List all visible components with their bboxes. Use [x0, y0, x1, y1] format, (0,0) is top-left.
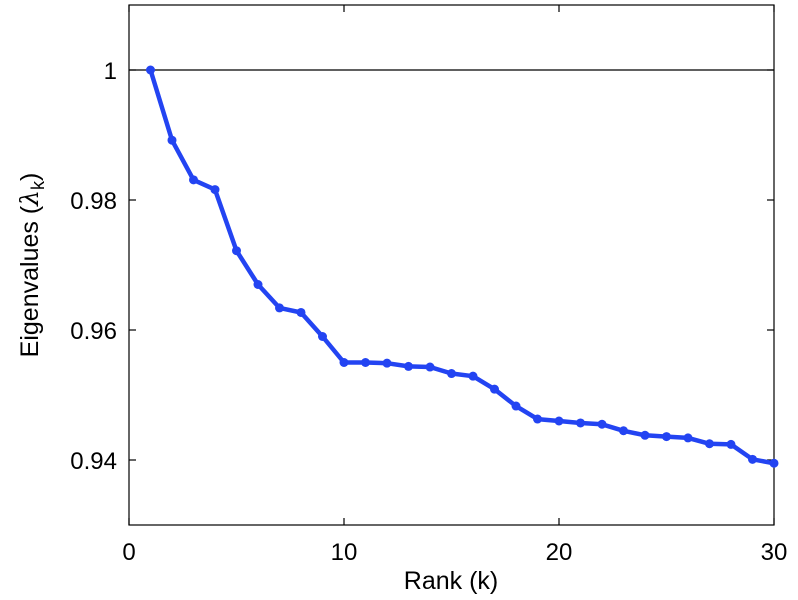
- data-point: [318, 332, 327, 341]
- data-point: [232, 246, 241, 256]
- data-point: [210, 185, 220, 195]
- data-point: [619, 426, 628, 436]
- data-point: [361, 358, 370, 367]
- data-point: [275, 303, 284, 313]
- data-point: [533, 414, 542, 424]
- data-point: [683, 433, 693, 443]
- data-point: [640, 430, 650, 440]
- data-point: [662, 432, 671, 442]
- data-point: [382, 358, 392, 368]
- data-point: [146, 65, 155, 75]
- data-point: [769, 458, 779, 468]
- data-point: [189, 175, 198, 185]
- plot-area: [128, 4, 775, 526]
- data-point: [705, 439, 714, 449]
- data-point: [425, 362, 435, 372]
- data-point: [726, 439, 736, 449]
- data-point: [490, 384, 499, 394]
- y-axis-title: Eigenvalues (λk): [15, 173, 48, 358]
- x-tick-label: 10: [331, 539, 358, 566]
- x-tick-labels: 0 10 20 30: [122, 539, 787, 566]
- y-axis-title-main: Eigenvalues (: [16, 205, 44, 357]
- data-point: [404, 361, 413, 371]
- x-tick-label: 0: [122, 539, 135, 566]
- x-tick-label: 30: [761, 539, 788, 566]
- y-tick-label: 1: [104, 58, 117, 85]
- y-tick-labels: 0.94 0.96 0.98 1: [70, 58, 117, 475]
- x-axis-title: Rank (k): [404, 567, 498, 595]
- data-point: [748, 454, 757, 464]
- data-point: [447, 369, 456, 379]
- data-point: [253, 280, 263, 289]
- data-point: [576, 418, 585, 428]
- y-tick-label: 0.94: [70, 448, 117, 475]
- data-point: [597, 419, 607, 429]
- y-axis-title-subscript: k: [28, 180, 48, 190]
- data-point: [167, 135, 177, 145]
- data-point: [468, 371, 478, 381]
- y-axis-title-close: ): [16, 173, 44, 181]
- data-point: [554, 416, 564, 426]
- y-axis-title-symbol: λ: [15, 190, 44, 207]
- data-point: [511, 401, 521, 411]
- y-tick-label: 0.98: [70, 188, 117, 215]
- x-tick-label: 20: [546, 539, 573, 566]
- y-tick-label: 0.96: [70, 318, 117, 345]
- data-points: [146, 65, 779, 468]
- data-point: [339, 358, 349, 367]
- data-point: [296, 307, 306, 317]
